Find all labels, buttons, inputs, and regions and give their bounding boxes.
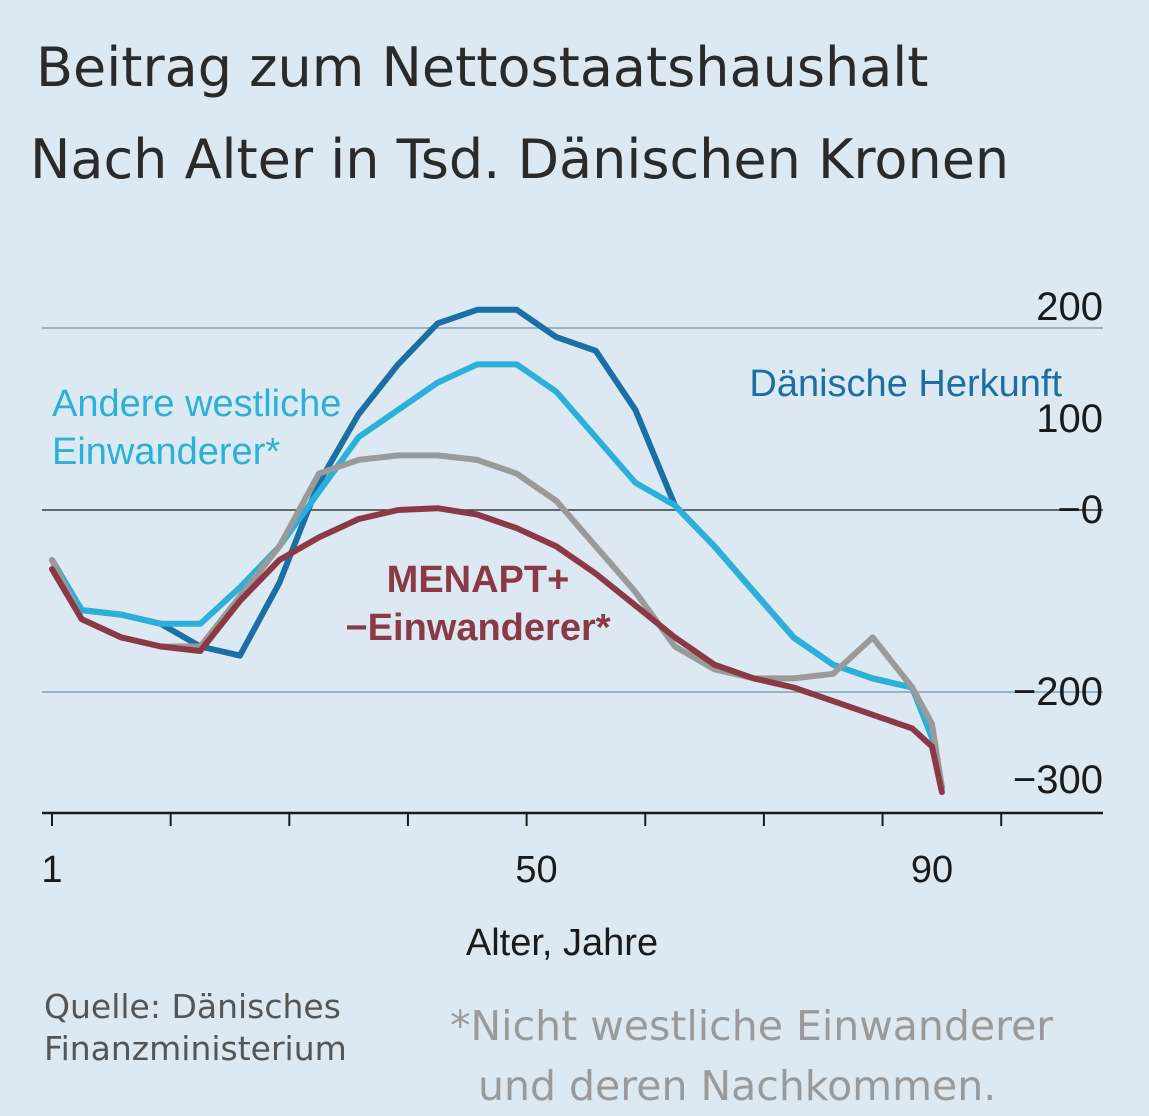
chart-subtitle: Nach Alter in Tsd. Dänischen Kronen [30,128,1010,191]
series-label-2: Einwanderer* [52,431,280,473]
x-tick-label: 90 [911,849,953,891]
series-label-1: Dänische Herkunft [749,363,1062,405]
x-axis-title: Alter, Jahre [466,922,658,964]
source-line-2: Finanzministerium [44,1029,347,1068]
x-tick-label: 1 [41,849,62,891]
y-tick-label: 100 [1036,397,1103,441]
y-tick-label: −0 [1057,488,1103,532]
series-label-4: MENAPT+ [387,559,570,601]
series-line-2 [49,361,945,791]
line-chart: 1 50 90 200 100 −0 −200 −300 Dänische Herkunft… [41,285,1103,964]
series-label-2: Andere westliche [52,383,341,425]
footnote: *Nicht westliche Einwanderer und deren N… [450,996,1140,1116]
y-tick-label: −200 [1013,670,1103,714]
series-label-4: −Einwanderer* [345,607,610,649]
x-axis: 1 50 90 [41,811,1103,891]
source-line-1: Quelle: Dänisches [44,987,341,1026]
x-tick-label: 50 [515,849,557,891]
footnote-line-1: *Nicht westliche Einwanderer [450,1002,1054,1050]
y-axis-labels: 200 100 −0 −200 −300 [1013,285,1103,802]
y-tick-label: 200 [1036,285,1103,329]
series-lines [49,306,945,796]
series-labels: Dänische Herkunft Andere westliche Einwand… [52,363,1062,649]
footnote-line-2: und deren Nachkommen. [478,1062,997,1110]
chart-title: Beitrag zum Nettostaatshaushalt [36,36,929,99]
series-line-4 [49,505,945,796]
source-note: Quelle: Dänisches Finanzministerium [44,986,404,1070]
gridlines [42,327,1103,693]
y-tick-label: −300 [1013,758,1103,802]
